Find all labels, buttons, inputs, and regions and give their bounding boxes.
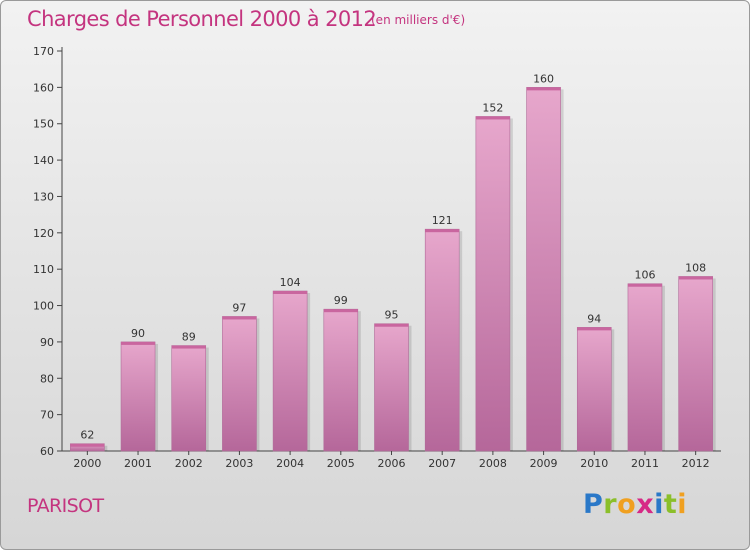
bar-value-label: 89 <box>182 331 196 344</box>
logo-letter: o <box>617 489 637 520</box>
bar <box>576 327 612 452</box>
bar <box>526 87 561 452</box>
proxiti-logo: Proxiti <box>583 489 687 520</box>
x-tick-label: 2005 <box>327 457 355 470</box>
logo-letter: i <box>677 489 688 520</box>
bar-top-edge <box>121 341 156 345</box>
bar <box>171 345 207 452</box>
y-tick-label: 60 <box>40 445 54 458</box>
x-tick-label: 2003 <box>225 457 253 470</box>
bar-top-edge <box>526 87 561 91</box>
x-tick-label: 2012 <box>682 457 710 470</box>
y-tick-label: 160 <box>33 81 54 94</box>
x-tick-label: 2002 <box>175 457 203 470</box>
bar-top-edge <box>323 309 358 313</box>
x-tick-label: 2001 <box>124 457 152 470</box>
y-tick-label: 80 <box>40 372 54 385</box>
bar <box>627 283 663 452</box>
chart-subtitle: (en milliers d'€) <box>371 13 466 27</box>
logo-letter: t <box>663 489 678 520</box>
x-tick-label: 2009 <box>530 457 558 470</box>
bar-value-label: 108 <box>685 261 706 274</box>
y-tick-label: 120 <box>33 227 54 240</box>
bar-top-edge <box>70 443 105 447</box>
y-tick-label: 130 <box>33 190 54 203</box>
bar-top-edge <box>222 316 257 320</box>
bar <box>424 228 460 452</box>
bar-value-label: 97 <box>232 301 246 314</box>
y-tick-label: 100 <box>33 300 54 313</box>
x-tick-label: 2004 <box>276 457 304 470</box>
bar <box>272 290 308 452</box>
x-tick-label: 2008 <box>479 457 507 470</box>
bar <box>323 308 359 452</box>
bar-value-label: 152 <box>482 101 503 114</box>
bar-top-edge <box>627 283 662 287</box>
y-tick-label: 140 <box>33 154 54 167</box>
bar-value-label: 62 <box>80 429 94 442</box>
y-tick-label: 150 <box>33 118 54 131</box>
bar-value-label: 160 <box>533 72 554 85</box>
location-label: PARISOT <box>27 495 104 517</box>
bar-top-edge <box>577 327 612 331</box>
bar <box>222 316 257 452</box>
bar-top-edge <box>171 345 206 349</box>
x-tick-label: 2011 <box>631 457 659 470</box>
bar-value-label: 104 <box>280 276 301 289</box>
x-tick-label: 2007 <box>428 457 456 470</box>
logo-letter: i <box>654 489 664 520</box>
bar-top-edge <box>425 229 460 233</box>
x-tick-label: 2010 <box>580 457 608 470</box>
x-tick-label: 2000 <box>73 457 101 470</box>
y-tick-label: 90 <box>40 336 54 349</box>
bar-value-label: 121 <box>432 214 453 227</box>
bar <box>374 323 409 452</box>
bar-value-label: 94 <box>587 312 601 325</box>
bar-value-label: 95 <box>385 309 399 322</box>
bar <box>120 341 156 452</box>
bar-top-edge <box>273 291 308 294</box>
logo-letter: r <box>603 489 618 520</box>
bar-value-label: 106 <box>634 269 655 282</box>
y-tick-label: 70 <box>40 409 54 422</box>
x-tick-label: 2006 <box>378 457 406 470</box>
logo-letter: x <box>636 489 655 520</box>
y-tick-label: 110 <box>33 263 54 276</box>
y-tick-label: 170 <box>33 45 54 58</box>
bar <box>475 116 511 452</box>
chart-title: Charges de Personnel 2000 à 2012 <box>27 7 377 31</box>
logo-letter: P <box>583 489 604 520</box>
bar <box>678 276 713 452</box>
bar-top-edge <box>374 323 409 327</box>
bar-top-edge <box>475 116 510 120</box>
bar-top-edge <box>678 276 713 280</box>
bar-value-label: 90 <box>131 327 145 340</box>
bar-value-label: 99 <box>334 294 348 307</box>
